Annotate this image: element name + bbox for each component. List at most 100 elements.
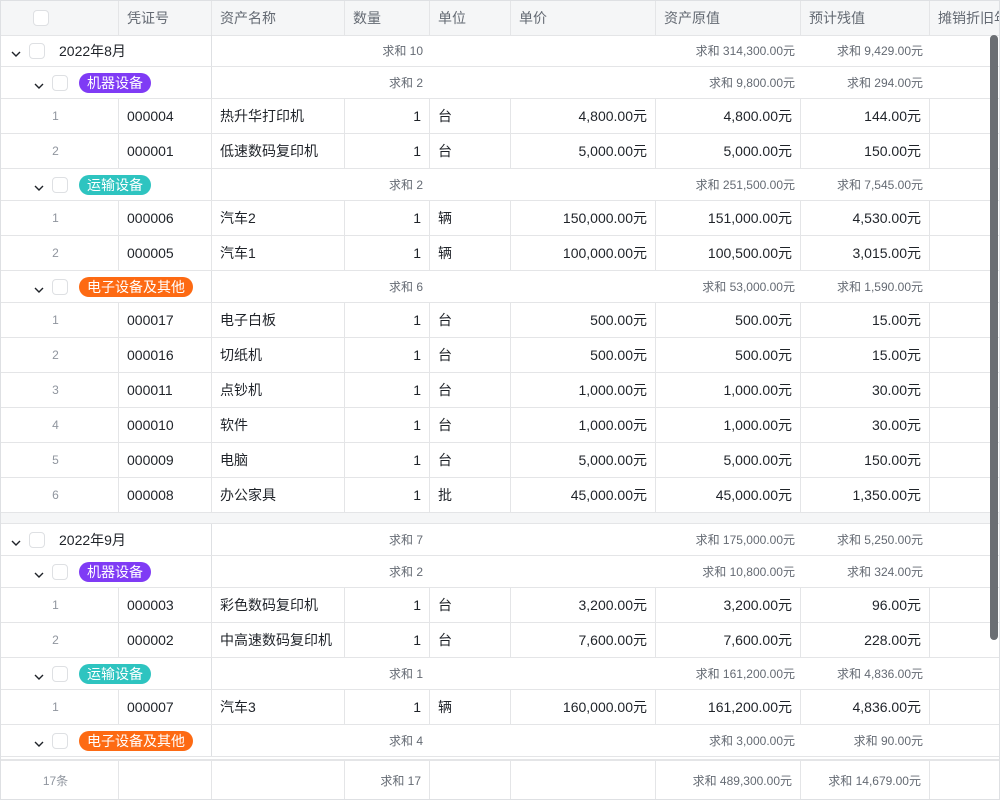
quantity-cell[interactable]: 1 [345,408,430,442]
residual-value-cell[interactable]: 15.00元 [801,338,930,372]
row-checkbox[interactable] [52,278,68,295]
original-value-cell[interactable]: 1,000.00元 [656,408,801,442]
vertical-scrollbar[interactable] [990,35,998,640]
asset-name-cell[interactable]: 电脑 [212,443,345,477]
original-value-cell[interactable]: 100,500.00元 [656,236,801,270]
asset-name-cell[interactable]: 热升华打印机 [212,99,345,133]
asset-name-cell[interactable]: 办公家具 [212,478,345,512]
voucher-number-cell[interactable]: 000003 [119,588,212,622]
quantity-cell[interactable]: 1 [345,134,430,168]
residual-value-cell[interactable]: 4,530.00元 [801,201,930,235]
quantity-cell[interactable]: 1 [345,623,430,657]
asset-name-cell[interactable]: 中高速数码复印机 [212,623,345,657]
chevron-down-icon[interactable] [34,669,44,680]
row-checkbox[interactable] [29,531,45,548]
unit-cell[interactable]: 台 [430,408,511,442]
unit-price-cell[interactable]: 100,000.00元 [511,236,656,270]
voucher-number-cell[interactable]: 000004 [119,99,212,133]
asset-name-cell[interactable]: 汽车1 [212,236,345,270]
quantity-cell[interactable]: 1 [345,373,430,407]
unit-cell[interactable]: 台 [430,338,511,372]
residual-value-cell[interactable]: 150.00元 [801,134,930,168]
column-header[interactable]: 资产名称 [212,1,345,35]
row-checkbox[interactable] [52,176,68,193]
voucher-number-cell[interactable]: 000009 [119,443,212,477]
column-header[interactable]: 单位 [430,1,511,35]
column-header[interactable]: 凭证号 [119,1,212,35]
unit-price-cell[interactable]: 1,000.00元 [511,408,656,442]
residual-value-cell[interactable]: 150.00元 [801,443,930,477]
unit-price-cell[interactable]: 5,000.00元 [511,443,656,477]
residual-value-cell[interactable]: 96.00元 [801,588,930,622]
original-value-cell[interactable]: 45,000.00元 [656,478,801,512]
row-checkbox[interactable] [52,563,68,580]
unit-cell[interactable]: 台 [430,443,511,477]
voucher-number-cell[interactable]: 000017 [119,303,212,337]
voucher-number-cell[interactable]: 000007 [119,690,212,724]
quantity-cell[interactable]: 1 [345,236,430,270]
row-checkbox[interactable] [52,665,68,682]
unit-cell[interactable]: 台 [430,303,511,337]
quantity-cell[interactable]: 1 [345,443,430,477]
unit-cell[interactable]: 台 [430,373,511,407]
quantity-cell[interactable]: 1 [345,201,430,235]
asset-name-cell[interactable]: 电子白板 [212,303,345,337]
quantity-cell[interactable]: 1 [345,338,430,372]
voucher-number-cell[interactable]: 000001 [119,134,212,168]
select-all-checkbox[interactable] [33,10,49,26]
original-value-cell[interactable]: 4,800.00元 [656,99,801,133]
quantity-cell[interactable]: 1 [345,99,430,133]
voucher-number-cell[interactable]: 000008 [119,478,212,512]
original-value-cell[interactable]: 5,000.00元 [656,134,801,168]
unit-cell[interactable]: 辆 [430,236,511,270]
original-value-cell[interactable]: 151,000.00元 [656,201,801,235]
column-header[interactable]: 单价 [511,1,656,35]
column-header[interactable]: 摊销折旧年 [930,1,999,35]
residual-value-cell[interactable]: 30.00元 [801,408,930,442]
original-value-cell[interactable]: 1,000.00元 [656,373,801,407]
voucher-number-cell[interactable]: 000011 [119,373,212,407]
residual-value-cell[interactable]: 4,836.00元 [801,690,930,724]
residual-value-cell[interactable]: 15.00元 [801,303,930,337]
residual-value-cell[interactable]: 144.00元 [801,99,930,133]
unit-price-cell[interactable]: 500.00元 [511,303,656,337]
asset-name-cell[interactable]: 切纸机 [212,338,345,372]
original-value-cell[interactable]: 5,000.00元 [656,443,801,477]
quantity-cell[interactable]: 1 [345,478,430,512]
unit-price-cell[interactable]: 3,200.00元 [511,588,656,622]
residual-value-cell[interactable]: 3,015.00元 [801,236,930,270]
chevron-down-icon[interactable] [34,78,44,89]
unit-price-cell[interactable]: 500.00元 [511,338,656,372]
column-header[interactable]: 资产原值 [656,1,801,35]
chevron-down-icon[interactable] [11,535,21,546]
original-value-cell[interactable]: 7,600.00元 [656,623,801,657]
original-value-cell[interactable]: 161,200.00元 [656,690,801,724]
unit-price-cell[interactable]: 7,600.00元 [511,623,656,657]
asset-name-cell[interactable]: 彩色数码复印机 [212,588,345,622]
unit-cell[interactable]: 辆 [430,690,511,724]
unit-cell[interactable]: 台 [430,588,511,622]
asset-name-cell[interactable]: 点钞机 [212,373,345,407]
column-header[interactable]: 数量 [345,1,430,35]
unit-price-cell[interactable]: 1,000.00元 [511,373,656,407]
chevron-down-icon[interactable] [34,736,44,747]
asset-name-cell[interactable]: 低速数码复印机 [212,134,345,168]
chevron-down-icon[interactable] [34,180,44,191]
original-value-cell[interactable]: 500.00元 [656,303,801,337]
row-checkbox[interactable] [29,42,45,59]
chevron-down-icon[interactable] [34,282,44,293]
unit-cell[interactable]: 台 [430,134,511,168]
unit-price-cell[interactable]: 5,000.00元 [511,134,656,168]
unit-cell[interactable]: 台 [430,99,511,133]
unit-cell[interactable]: 辆 [430,201,511,235]
unit-price-cell[interactable]: 4,800.00元 [511,99,656,133]
column-header[interactable]: 预计残值 [801,1,930,35]
voucher-number-cell[interactable]: 000010 [119,408,212,442]
quantity-cell[interactable]: 1 [345,303,430,337]
quantity-cell[interactable]: 1 [345,588,430,622]
quantity-cell[interactable]: 1 [345,690,430,724]
unit-cell[interactable]: 台 [430,623,511,657]
voucher-number-cell[interactable]: 000016 [119,338,212,372]
unit-price-cell[interactable]: 150,000.00元 [511,201,656,235]
asset-name-cell[interactable]: 汽车2 [212,201,345,235]
